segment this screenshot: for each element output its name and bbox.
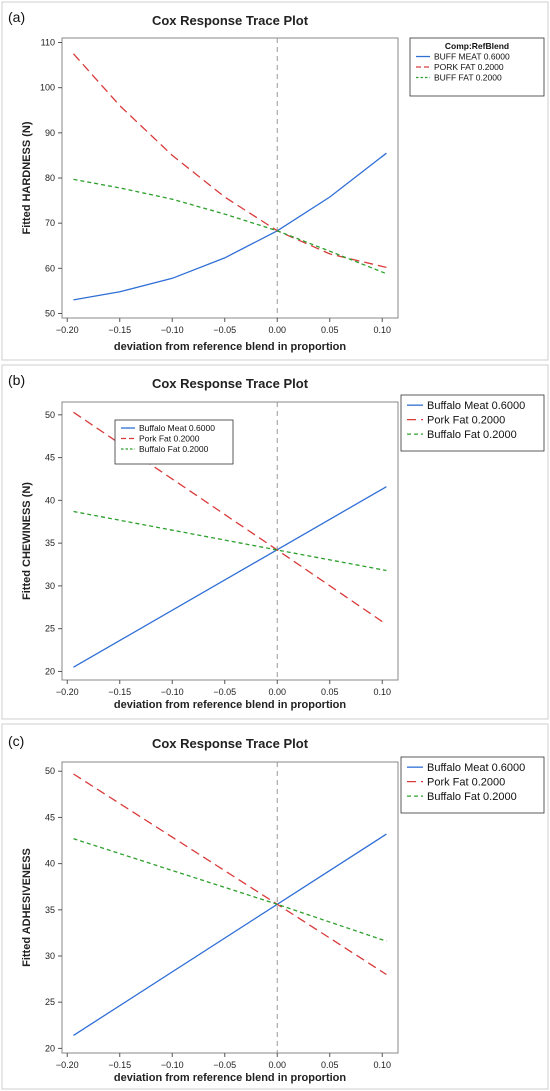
x-tick-label: 0.05 xyxy=(321,325,339,335)
y-tick-label: 35 xyxy=(45,905,55,915)
y-tick-label: 25 xyxy=(45,624,55,634)
x-tick-label: 0.05 xyxy=(321,1060,339,1070)
x-tick-label: −0.15 xyxy=(108,325,131,335)
y-axis-title: Fitted ADHESIVENESS xyxy=(21,848,33,967)
x-axis-title: deviation from reference blend in propor… xyxy=(114,341,347,353)
series-line-3 xyxy=(73,178,387,275)
x-tick-label: −0.05 xyxy=(213,687,236,697)
y-axis-title: Fitted CHEWINESS (N) xyxy=(21,482,33,600)
legend-entry-3: Buffalo Fat 0.2000 xyxy=(139,444,209,454)
x-tick-label: −0.20 xyxy=(56,1060,79,1070)
legend-box xyxy=(400,394,545,452)
legend-entry-2: Pork Fat 0.2000 xyxy=(139,434,200,444)
y-tick-label: 25 xyxy=(45,997,55,1007)
y-tick-label: 45 xyxy=(45,812,55,822)
x-tick-label: 0.00 xyxy=(268,325,286,335)
y-tick-label: 20 xyxy=(45,1043,55,1053)
chart-panel-2: (b) Cox Response Trace Plot −0.20 −0.15 −0.1… xyxy=(1,364,549,720)
x-tick-label: 0.05 xyxy=(321,687,339,697)
y-tick-label: 50 xyxy=(45,410,55,420)
x-tick-label: 0.00 xyxy=(268,1060,286,1070)
y-tick-label: 90 xyxy=(45,128,55,138)
x-tick-label: −0.15 xyxy=(108,1060,131,1070)
y-tick-label: 80 xyxy=(45,173,55,183)
legend-entry-2: Pork Fat 0.2000 xyxy=(427,777,505,789)
legend: Buffalo Meat 0.6000 Pork Fat 0.2000 Buffal… xyxy=(400,394,545,452)
panel-frame xyxy=(1,1,549,361)
legend: Buffalo Meat 0.6000 Pork Fat 0.2000 Buffal… xyxy=(400,756,545,814)
x-tick-label: 0.10 xyxy=(373,687,391,697)
x-tick-label: −0.20 xyxy=(56,325,79,335)
plot-area xyxy=(61,37,399,319)
series-line-3 xyxy=(73,510,387,572)
series-line-2 xyxy=(73,411,387,625)
x-tick-label: −0.10 xyxy=(161,687,184,697)
y-tick-label: 100 xyxy=(40,83,55,93)
legend-entry-1: BUFF MEAT 0.6000 xyxy=(434,52,510,62)
chart-title: Cox Response Trace Plot xyxy=(152,13,309,28)
y-tick-label: 45 xyxy=(45,453,55,463)
series-line-2 xyxy=(73,773,387,976)
x-tick-label: −0.05 xyxy=(213,1060,236,1070)
y-tick-label: 40 xyxy=(45,859,55,869)
x-tick-label: −0.15 xyxy=(108,687,131,697)
y-tick-label: 30 xyxy=(45,581,55,591)
legend-entry-2: Pork Fat 0.2000 xyxy=(427,415,505,427)
series-line-2 xyxy=(73,53,387,269)
y-axis-title: Fitted HARDNESS (N) xyxy=(21,121,33,234)
panel-frame xyxy=(1,723,549,1090)
legend-entry-3: BUFF FAT 0.2000 xyxy=(434,73,502,83)
series-line-1 xyxy=(73,833,387,1036)
y-tick-label: 30 xyxy=(45,951,55,961)
legend-entry-3: Buffalo Fat 0.2000 xyxy=(427,429,517,441)
plot-area xyxy=(61,761,399,1054)
x-tick-label: 0.10 xyxy=(373,325,391,335)
y-tick-label: 40 xyxy=(45,495,55,505)
x-axis-title: deviation from reference blend in propor… xyxy=(114,1072,347,1084)
y-tick-label: 70 xyxy=(45,218,55,228)
series-line-3 xyxy=(73,838,387,942)
y-tick-label: 35 xyxy=(45,538,55,548)
x-tick-label: −0.10 xyxy=(161,1060,184,1070)
series-line-1 xyxy=(73,152,387,301)
panel-label: (b) xyxy=(8,372,25,388)
legend-entry-1: Buffalo Meat 0.6000 xyxy=(427,762,525,774)
panel-frame xyxy=(1,364,549,720)
chart-panel-3: (c) Cox Response Trace Plot −0.20 −0.15 −0.1… xyxy=(1,723,549,1090)
legend-entry-1: Buffalo Meat 0.6000 xyxy=(139,423,215,433)
y-tick-label: 50 xyxy=(45,766,55,776)
y-tick-label: 110 xyxy=(41,38,55,48)
x-axis-title: deviation from reference blend in propor… xyxy=(114,699,347,711)
x-tick-label: −0.10 xyxy=(161,325,184,335)
legend-box xyxy=(400,756,545,814)
x-tick-label: −0.05 xyxy=(213,325,236,335)
legend-entry-3: Buffalo Fat 0.2000 xyxy=(427,791,517,803)
x-tick-label: 0.10 xyxy=(373,1060,391,1070)
chart-title: Cox Response Trace Plot xyxy=(152,736,309,751)
y-tick-label: 50 xyxy=(45,308,55,318)
x-tick-label: −0.20 xyxy=(56,687,79,697)
legend-title: Comp:RefBlend xyxy=(445,41,509,51)
panel-label: (a) xyxy=(8,9,25,25)
series-line-1 xyxy=(73,486,387,668)
chart-panel-1: (a) Cox Response Trace Plot −0.20 −0.15 −0.1… xyxy=(1,1,549,361)
legend-entry-1: Buffalo Meat 0.6000 xyxy=(427,400,525,412)
x-tick-label: 0.00 xyxy=(268,687,286,697)
y-tick-label: 20 xyxy=(45,666,55,676)
legend-box xyxy=(409,37,545,97)
panel-label: (c) xyxy=(8,733,24,749)
y-tick-label: 60 xyxy=(45,263,55,273)
chart-title: Cox Response Trace Plot xyxy=(152,376,309,391)
legend-box xyxy=(114,419,234,465)
legend-entry-2: PORK FAT 0.2000 xyxy=(434,62,504,72)
